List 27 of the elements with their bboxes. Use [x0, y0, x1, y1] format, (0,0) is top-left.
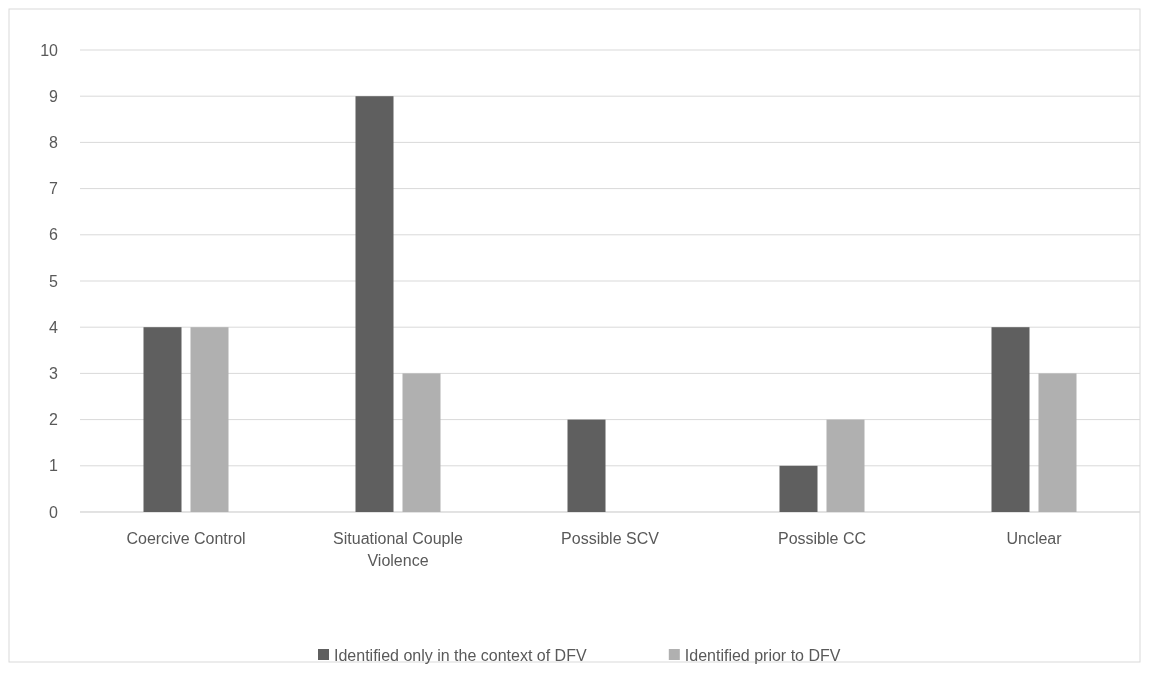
bar [991, 327, 1030, 512]
bar [143, 327, 182, 512]
legend-label: Identified prior to DFV [684, 646, 841, 664]
x-tick-label: Possible CC [777, 530, 867, 547]
y-tick-label: 1 [49, 457, 59, 475]
y-tick-label: 9 [49, 87, 59, 105]
bar [779, 465, 818, 512]
x-tick-label: Unclear [1006, 530, 1063, 547]
y-tick-label: 4 [49, 318, 59, 336]
y-tick-label: 10 [40, 41, 59, 59]
x-tick-label: Situational Couple Violence [333, 530, 464, 569]
y-tick-label: 3 [49, 365, 59, 382]
y-tick-label: 6 [49, 226, 59, 244]
x-tick-label: Coercive Control [126, 530, 246, 547]
y-tick-label: 8 [49, 134, 59, 151]
y-tick-label: 0 [49, 503, 59, 521]
bar [355, 96, 394, 512]
bar [190, 327, 229, 512]
y-tick-label: 7 [49, 180, 59, 198]
x-tick-label: Possible SCV [561, 530, 660, 547]
legend-label: Identified only in the context of DFV [334, 646, 587, 664]
y-tick-label: 5 [49, 272, 59, 290]
bar [567, 419, 606, 512]
y-tick-label: 2 [49, 411, 59, 429]
bar [1038, 373, 1077, 512]
bar [402, 373, 441, 512]
bar [826, 419, 865, 512]
